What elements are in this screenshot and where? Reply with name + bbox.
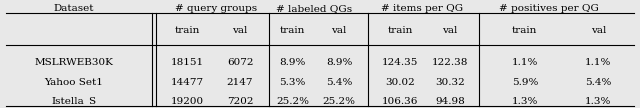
- Text: 30.32: 30.32: [435, 78, 465, 87]
- Text: train: train: [387, 26, 413, 35]
- Text: 1.3%: 1.3%: [511, 97, 538, 106]
- Text: val: val: [332, 26, 347, 35]
- Text: 8.9%: 8.9%: [326, 58, 353, 67]
- Text: # items per QG: # items per QG: [381, 4, 463, 13]
- Text: 6072: 6072: [227, 58, 253, 67]
- Text: 18151: 18151: [170, 58, 204, 67]
- Text: 5.4%: 5.4%: [326, 78, 353, 87]
- Text: 94.98: 94.98: [435, 97, 465, 106]
- Text: 1.1%: 1.1%: [511, 58, 538, 67]
- Text: val: val: [232, 26, 248, 35]
- Text: 5.3%: 5.3%: [279, 78, 306, 87]
- Text: MSLRWEB30K: MSLRWEB30K: [34, 58, 113, 67]
- Text: 7202: 7202: [227, 97, 253, 106]
- Text: Dataset: Dataset: [53, 4, 94, 13]
- Text: Yahoo Set1: Yahoo Set1: [44, 78, 103, 87]
- Text: 14477: 14477: [170, 78, 204, 87]
- Text: val: val: [591, 26, 606, 35]
- Text: 1.1%: 1.1%: [585, 58, 612, 67]
- Text: 106.36: 106.36: [382, 97, 418, 106]
- Text: train: train: [174, 26, 200, 35]
- Text: train: train: [512, 26, 538, 35]
- Text: 8.9%: 8.9%: [279, 58, 306, 67]
- Text: val: val: [442, 26, 458, 35]
- Text: train: train: [280, 26, 305, 35]
- Text: 122.38: 122.38: [432, 58, 468, 67]
- Text: # query groups: # query groups: [175, 4, 257, 13]
- Text: 19200: 19200: [170, 97, 204, 106]
- Text: 30.02: 30.02: [385, 78, 415, 87]
- Text: 2147: 2147: [227, 78, 253, 87]
- Text: 25.2%: 25.2%: [323, 97, 356, 106]
- Text: 124.35: 124.35: [382, 58, 418, 67]
- Text: Istella_S: Istella_S: [51, 97, 96, 106]
- Text: 25.2%: 25.2%: [276, 97, 309, 106]
- Text: # labeled QGs: # labeled QGs: [276, 4, 351, 13]
- Text: 5.4%: 5.4%: [585, 78, 612, 87]
- Text: 1.3%: 1.3%: [585, 97, 612, 106]
- Text: 5.9%: 5.9%: [511, 78, 538, 87]
- Text: # positives per QG: # positives per QG: [499, 4, 599, 13]
